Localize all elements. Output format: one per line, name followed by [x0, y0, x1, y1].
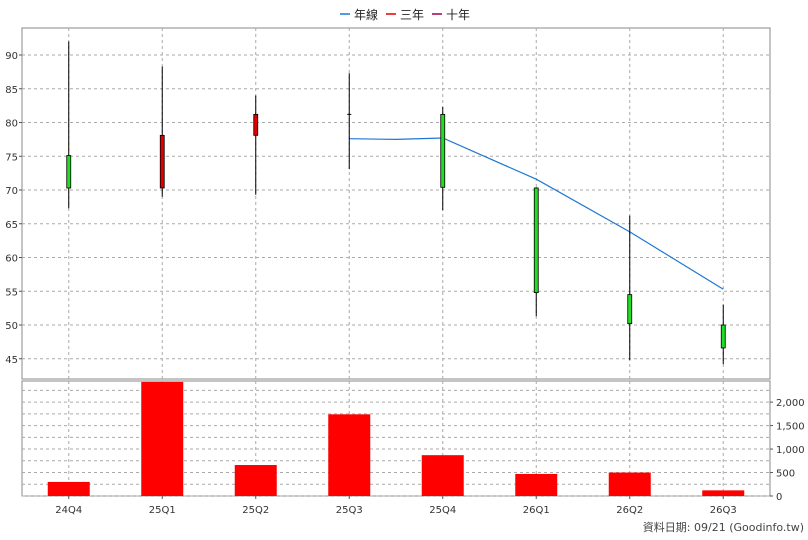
candle-body — [159, 134, 165, 189]
volume-bar — [702, 490, 745, 496]
x-tick-label: 26Q2 — [616, 505, 643, 516]
candle-body — [533, 187, 539, 294]
volume-tick-label: 1,000 — [776, 445, 805, 456]
price-tick-label: 90 — [5, 51, 18, 62]
price-tick-label: 55 — [5, 287, 18, 298]
price-tick-label: 85 — [5, 85, 18, 96]
volume-bar — [47, 481, 90, 496]
price-tick-label: 65 — [5, 220, 18, 231]
volume-tick-label: 0 — [776, 492, 782, 503]
candle-body — [253, 114, 259, 136]
volume-bar — [421, 455, 464, 496]
volume-tick-label: 1,500 — [776, 422, 805, 433]
x-tick-label: 25Q4 — [429, 505, 456, 516]
candlestick — [347, 73, 352, 170]
price-tick-label: 60 — [5, 254, 18, 265]
candle-body — [720, 324, 726, 349]
price-plot-area — [21, 27, 771, 380]
candlestick — [66, 41, 72, 209]
x-tick-label: 25Q3 — [336, 505, 363, 516]
candlestick — [533, 187, 539, 317]
volume-tick-label: 500 — [776, 469, 795, 480]
candle-body — [627, 294, 633, 325]
legend-label: 十年 — [446, 8, 470, 22]
x-tick-label: 25Q1 — [149, 505, 176, 516]
candlestick — [440, 106, 446, 211]
x-tick-label: 25Q2 — [242, 505, 269, 516]
x-tick-label: 26Q1 — [523, 505, 550, 516]
volume-bar — [608, 472, 651, 496]
price-tick-label: 75 — [5, 152, 18, 163]
volume-plot-area — [21, 380, 771, 497]
candle-body — [440, 114, 446, 188]
price-tick-label: 45 — [5, 355, 18, 366]
candlestick — [159, 66, 165, 197]
volume-bar — [234, 465, 277, 496]
data-date-footer: 資料日期: 09/21 (Goodinfo.tw) — [643, 520, 804, 534]
x-axis: 24Q4 25Q1 25Q2 25Q3 25Q4 26Q1 26Q2 26Q3 — [55, 496, 737, 516]
price-tick-label: 70 — [5, 186, 18, 197]
x-tick-label: 26Q3 — [710, 505, 737, 516]
volume-tick-label: 2,000 — [776, 398, 805, 409]
candlestick — [253, 95, 259, 195]
legend-entry: 三年 — [386, 8, 424, 22]
volume-bar — [141, 381, 184, 496]
candlestick — [720, 304, 726, 365]
candle-body — [66, 155, 72, 189]
year-line-series — [349, 137, 724, 290]
price-tick-label: 80 — [5, 119, 18, 130]
price-panel: 45 50 55 60 65 70 75 80 85 90 — [5, 27, 771, 380]
volume-bar — [515, 473, 558, 496]
volume-panel: 0 500 1,000 1,500 2,000 — [21, 380, 805, 503]
legend: 年線 三年 十年 — [340, 7, 470, 22]
price-tick-label: 50 — [5, 321, 18, 332]
legend-label: 三年 — [400, 8, 424, 22]
legend-label: 年線 — [354, 7, 378, 22]
candlestick — [627, 215, 633, 361]
legend-entry: 年線 — [340, 7, 378, 22]
legend-entry: 十年 — [432, 8, 470, 22]
x-tick-label: 24Q4 — [55, 505, 82, 516]
volume-bar — [328, 414, 371, 496]
